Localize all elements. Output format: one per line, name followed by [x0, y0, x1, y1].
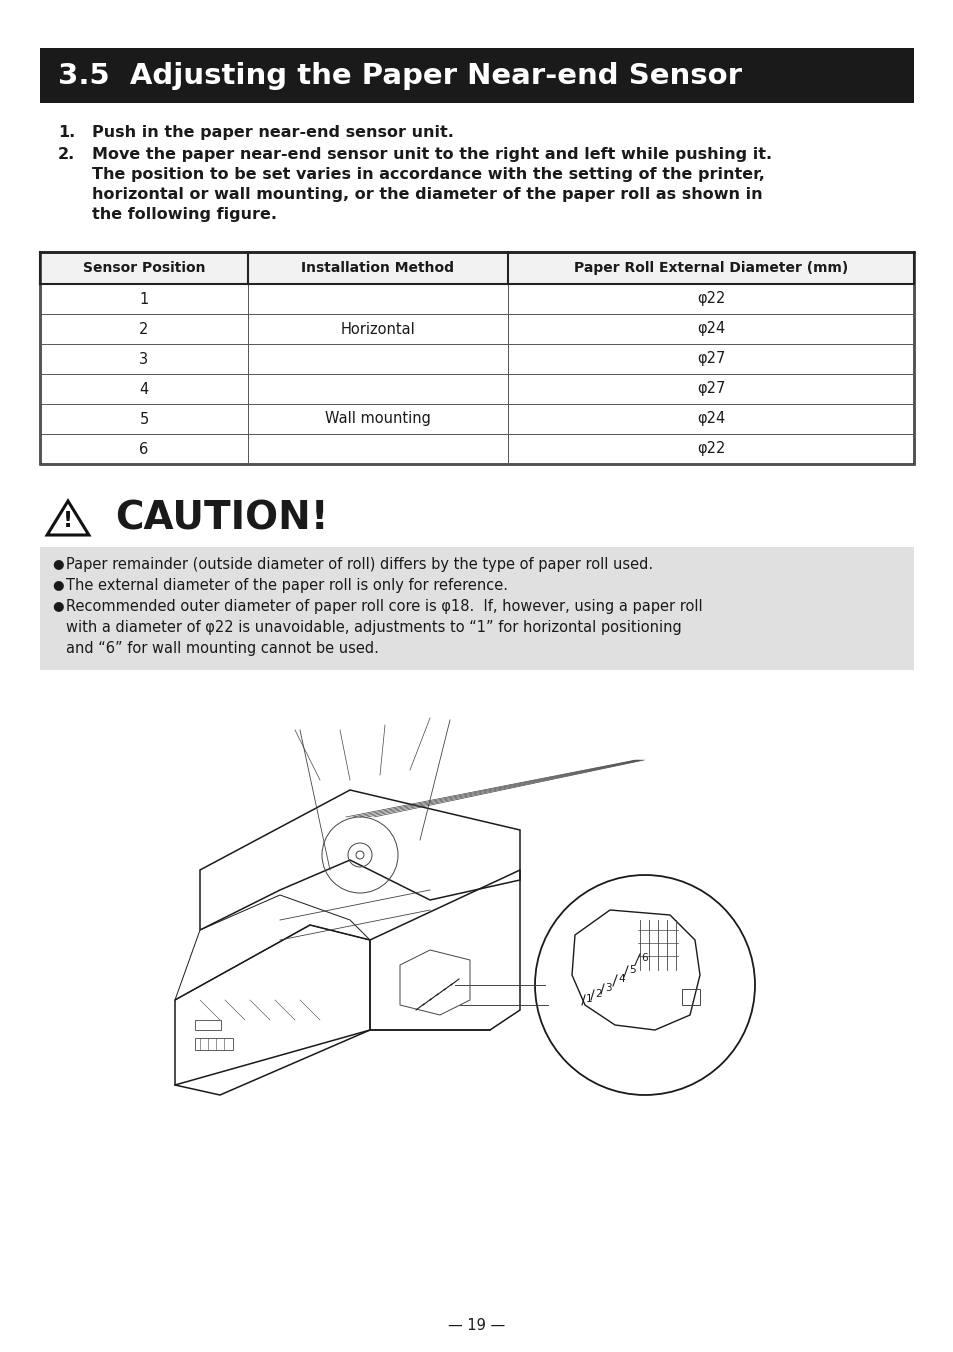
Text: and “6” for wall mounting cannot be used.: and “6” for wall mounting cannot be used… [66, 641, 378, 656]
Text: the following figure.: the following figure. [91, 207, 276, 222]
Text: 1: 1 [585, 994, 592, 1005]
Text: φ22: φ22 [696, 442, 724, 457]
Bar [40, 548, 913, 671]
Bar [40, 49, 913, 103]
Text: ●: ● [52, 579, 64, 591]
Text: Wall mounting: Wall mounting [325, 411, 431, 426]
Text: φ27: φ27 [696, 352, 724, 366]
Text: 4: 4 [139, 381, 149, 396]
Text: φ24: φ24 [696, 411, 724, 426]
Bar [194, 1019, 221, 1030]
Text: Push in the paper near-end sensor unit.: Push in the paper near-end sensor unit. [91, 124, 454, 141]
Text: ●: ● [52, 599, 64, 612]
Text: CAUTION!: CAUTION! [115, 499, 328, 537]
Text: 4: 4 [618, 973, 624, 984]
Bar [681, 990, 700, 1005]
Text: Horizontal: Horizontal [340, 322, 415, 337]
Text: Installation Method: Installation Method [301, 261, 454, 274]
Text: 3: 3 [139, 352, 149, 366]
Text: Recommended outer diameter of paper roll core is φ18.  If, however, using a pape: Recommended outer diameter of paper roll… [66, 599, 702, 614]
Text: 1: 1 [139, 292, 149, 307]
Text: !: ! [63, 511, 73, 531]
Text: 2: 2 [595, 990, 601, 999]
Text: 3: 3 [604, 983, 611, 992]
Text: with a diameter of φ22 is unavoidable, adjustments to “1” for horizontal positio: with a diameter of φ22 is unavoidable, a… [66, 621, 681, 635]
Text: 2.: 2. [58, 147, 75, 162]
Text: 2: 2 [139, 322, 149, 337]
Text: 5: 5 [139, 411, 149, 426]
Text: Move the paper near-end sensor unit to the right and left while pushing it.: Move the paper near-end sensor unit to t… [91, 147, 771, 162]
Text: ●: ● [52, 557, 64, 571]
Text: — 19 —: — 19 — [448, 1317, 505, 1333]
Bar [40, 251, 913, 464]
Text: horizontal or wall mounting, or the diameter of the paper roll as shown in: horizontal or wall mounting, or the diam… [91, 187, 761, 201]
Text: 5: 5 [628, 965, 635, 975]
Bar [194, 1038, 233, 1051]
Text: Paper remainder (outside diameter of roll) differs by the type of paper roll use: Paper remainder (outside diameter of rol… [66, 557, 653, 572]
Text: Sensor Position: Sensor Position [83, 261, 205, 274]
Text: φ27: φ27 [696, 381, 724, 396]
Text: φ22: φ22 [696, 292, 724, 307]
Text: 1.: 1. [58, 124, 75, 141]
Text: The position to be set varies in accordance with the setting of the printer,: The position to be set varies in accorda… [91, 168, 764, 183]
Text: φ24: φ24 [696, 322, 724, 337]
Text: 6: 6 [139, 442, 149, 457]
Bar [40, 251, 913, 284]
Text: 3.5  Adjusting the Paper Near-end Sensor: 3.5 Adjusting the Paper Near-end Sensor [58, 61, 741, 89]
Text: The external diameter of the paper roll is only for reference.: The external diameter of the paper roll … [66, 579, 507, 594]
Text: Paper Roll External Diameter (mm): Paper Roll External Diameter (mm) [574, 261, 847, 274]
Text: 6: 6 [640, 953, 647, 963]
